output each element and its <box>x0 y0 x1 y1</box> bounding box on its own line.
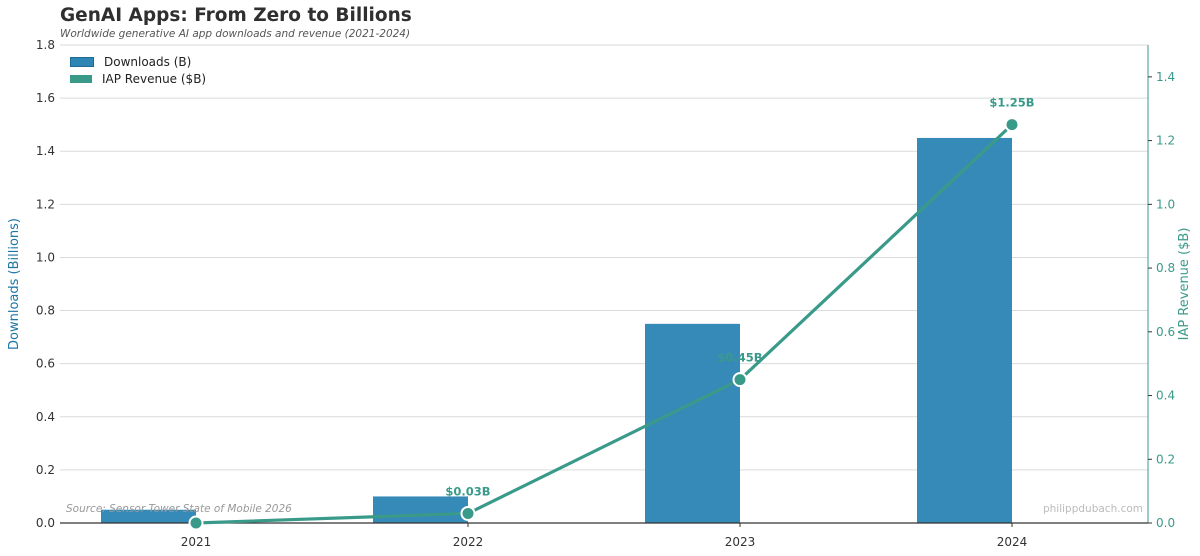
line-revenue <box>195 123 1014 525</box>
y-axis-label: Downloads (Billions) <box>7 218 22 350</box>
x-tick-label: 2021 <box>181 535 212 549</box>
y-tick-label: 0.0 <box>36 516 55 530</box>
y-right-tick-label: 0.0 <box>1156 516 1175 530</box>
chart-subtitle: Worldwide generative AI app downloads an… <box>60 28 411 40</box>
y-right-tick-label: 0.2 <box>1156 452 1175 466</box>
bar-downloads-2022 <box>373 496 468 523</box>
y-tick-label: 1.8 <box>36 38 55 52</box>
y-right-tick-label: 1.2 <box>1156 134 1175 148</box>
x-tick-label: 2022 <box>453 535 484 549</box>
legend-item-revenue: IAP Revenue ($B) <box>70 70 206 87</box>
y-tick-label: 1.2 <box>36 197 55 211</box>
chart-title: GenAI Apps: From Zero to Billions <box>60 5 412 26</box>
y-tick-label: 1.4 <box>36 144 55 158</box>
bar-downloads-2023 <box>645 323 740 523</box>
bar-downloads-2021 <box>101 509 196 523</box>
y-tick-label: 0.6 <box>36 357 55 371</box>
legend-label-downloads: Downloads (B) <box>104 54 192 69</box>
source-note: Source: Sensor Tower State of Mobile 202… <box>66 503 292 515</box>
y-right-tick-label: 0.4 <box>1156 389 1175 403</box>
watermark: philippdubach.com <box>1043 503 1143 515</box>
legend: Downloads (B) IAP Revenue ($B) <box>70 53 206 87</box>
y-tick-label: 1.6 <box>36 91 55 105</box>
marker-revenue-2022 <box>460 505 476 521</box>
y-right-tick-label: 1.4 <box>1156 70 1175 84</box>
x-tick-label: 2024 <box>997 535 1028 549</box>
legend-item-downloads: Downloads (B) <box>70 53 206 70</box>
y-right-tick-label: 0.8 <box>1156 261 1175 275</box>
y-tick-label: 1.0 <box>36 250 55 264</box>
bar-downloads-2024 <box>917 137 1012 523</box>
y-tick-label: 0.2 <box>36 463 55 477</box>
marker-revenue-2023 <box>732 372 748 388</box>
marker-revenue-2024 <box>1004 117 1020 133</box>
legend-swatch-downloads <box>70 56 94 67</box>
legend-swatch-revenue <box>70 74 92 83</box>
x-tick-label: 2023 <box>725 535 756 549</box>
y-tick-label: 0.4 <box>36 410 55 424</box>
annotation-2022: $0.03B <box>445 484 490 498</box>
y-right-tick-label: 1.0 <box>1156 197 1175 211</box>
legend-label-revenue: IAP Revenue ($B) <box>102 71 207 86</box>
y-right-axis-label: IAP Revenue ($B) <box>1177 228 1192 341</box>
marker-revenue-2021 <box>188 515 204 531</box>
y-right-tick-label: 0.6 <box>1156 325 1175 339</box>
y-tick-label: 0.8 <box>36 304 55 318</box>
annotation-2023: $0.45B <box>717 351 762 365</box>
annotation-2024: $1.25B <box>989 96 1034 110</box>
